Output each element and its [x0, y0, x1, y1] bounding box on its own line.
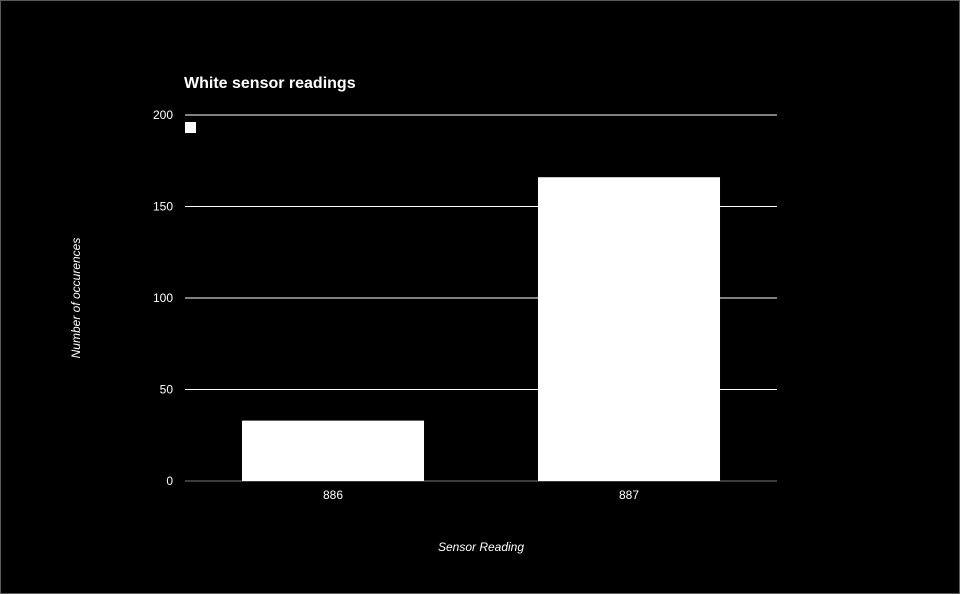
bar-887: [537, 177, 721, 481]
bars: [241, 177, 721, 481]
y-tick-label: 200: [153, 108, 173, 122]
x-axis-ticks: 886 887: [323, 488, 639, 502]
legend-swatch: [185, 122, 196, 133]
x-tick-label: 886: [323, 488, 343, 502]
y-tick-label: 50: [160, 383, 174, 397]
bar-886: [241, 420, 425, 481]
x-tick-label: 887: [619, 488, 639, 502]
y-tick-label: 150: [153, 200, 173, 214]
y-tick-label: 0: [166, 474, 173, 488]
chart-title: White sensor readings: [184, 75, 356, 92]
y-axis-ticks: 0 50 100 150 200: [153, 108, 173, 488]
y-axis-label: Number of occurences: [69, 238, 83, 359]
x-axis-label: Sensor Reading: [438, 540, 524, 554]
y-tick-label: 100: [153, 291, 173, 305]
